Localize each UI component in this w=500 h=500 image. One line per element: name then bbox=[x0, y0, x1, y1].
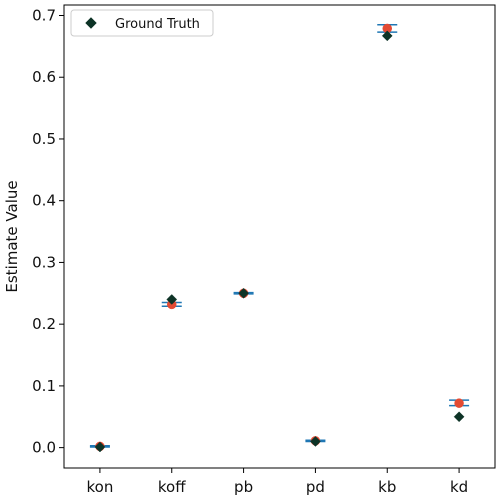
y-axis: 0.0 0.1 0.2 0.3 0.4 0.5 0.6 0.7 bbox=[32, 6, 64, 457]
x-axis-tick-label: koff bbox=[158, 478, 186, 496]
estimate-points bbox=[95, 23, 464, 452]
error-bars bbox=[89, 24, 470, 448]
ground-truth-point bbox=[166, 294, 178, 305]
ground-truth-point bbox=[310, 436, 321, 447]
y-axis-tick-label: 0.1 bbox=[32, 377, 56, 395]
y-axis-tick-label: 0.6 bbox=[32, 68, 56, 86]
legend-entry-ground-truth: Ground Truth bbox=[115, 17, 200, 32]
legend: Ground Truth bbox=[70, 9, 214, 37]
x-axis-tick-label: kb bbox=[378, 478, 396, 496]
ground-truth-point bbox=[453, 411, 465, 423]
y-axis-tick-label: 0.4 bbox=[32, 192, 56, 210]
y-axis-tick-label: 0.7 bbox=[32, 6, 56, 24]
legend-diamond-marker bbox=[85, 17, 97, 29]
x-axis-tick-label: kon bbox=[86, 478, 113, 496]
x-axis: kon koff pb pd kb kd bbox=[86, 468, 468, 496]
y-axis-tick-label: 0.5 bbox=[32, 130, 56, 148]
y-axis-label: Estimate Value bbox=[3, 180, 21, 292]
ground-truth-point bbox=[238, 287, 249, 299]
y-axis-tick-label: 0.0 bbox=[32, 439, 56, 457]
estimate-point bbox=[454, 398, 464, 408]
ground-truth-point bbox=[381, 30, 393, 42]
x-axis-tick-label: pd bbox=[306, 478, 325, 496]
legend-box bbox=[70, 9, 214, 37]
y-axis-tick-label: 0.2 bbox=[32, 315, 56, 333]
ground-truth-points bbox=[94, 30, 465, 453]
x-axis-tick-label: pb bbox=[234, 478, 253, 496]
y-axis-tick-label: 0.3 bbox=[32, 253, 56, 271]
ground-truth-point bbox=[94, 441, 106, 453]
plot-frame bbox=[63, 4, 496, 469]
x-axis-tick-label: kd bbox=[450, 478, 468, 496]
